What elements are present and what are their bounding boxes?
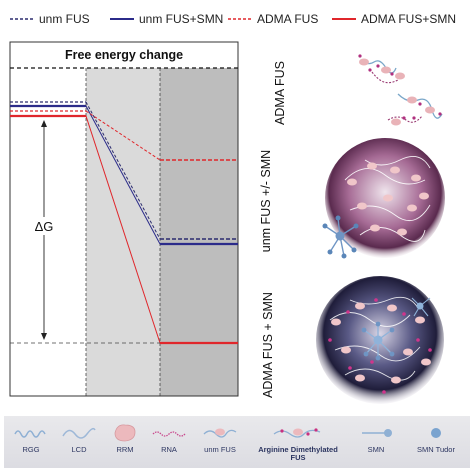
component-legend: RGG LCD RRM RNA unm FUS Arginine Dimethy… <box>4 416 470 468</box>
final-energy-levels <box>10 159 238 345</box>
legend-item-unm-fus: unm FUS <box>10 10 90 28</box>
side-label-adma-fus: ADMA FUS <box>273 61 287 125</box>
component-adma-fus: Arginine Dimethylated FUS <box>250 416 346 468</box>
rna-strand-icon <box>152 431 186 437</box>
component-rgg: RGG <box>6 416 56 468</box>
component-label: RRM <box>116 445 134 454</box>
delta-g-label: ΔG <box>35 219 54 234</box>
component-rrm: RRM <box>100 416 150 468</box>
component-label: SMN Tudor <box>417 445 455 454</box>
solid-red-line-icon <box>332 18 356 20</box>
component-label-line2: FUS <box>290 453 306 462</box>
component-label: RGG <box>22 445 40 454</box>
delta-g-arrow <box>32 120 58 340</box>
adma-fus-icon <box>273 428 321 438</box>
dashed-red-line-icon <box>228 18 252 20</box>
legend-label: unm FUS+SMN <box>139 12 224 26</box>
component-label: SMN <box>367 445 385 454</box>
rrm-blob-icon <box>114 424 136 442</box>
component-label: LCD <box>71 445 87 454</box>
side-label-unm-fus-smn: unm FUS +/- SMN <box>259 149 273 253</box>
transition-lines <box>85 101 161 344</box>
component-rna: RNA <box>144 416 194 468</box>
unm-fus-droplet <box>322 138 445 259</box>
component-smn-tudor: SMN Tudor <box>406 416 466 468</box>
panel-regions <box>9 41 239 397</box>
adma-fus-smn-droplet <box>316 276 444 404</box>
smn-tudor-icon <box>431 428 441 438</box>
component-label: Arginine Dimethylated <box>258 445 338 454</box>
lcd-squiggle-icon <box>62 427 96 439</box>
legend-item-adma-fus-smn: ADMA FUS+SMN <box>332 10 456 28</box>
legend-label: unm FUS <box>39 12 90 26</box>
solid-blue-line-icon <box>110 18 134 20</box>
rgg-coil-icon <box>14 430 46 438</box>
unm-fus-icon <box>203 428 237 438</box>
initial-energy-levels <box>10 101 86 118</box>
component-label: unm FUS <box>204 445 236 454</box>
side-label-adma-fus-plus-smn: ADMA FUS + SMN <box>261 292 275 398</box>
panel-title: Free energy change <box>65 48 183 62</box>
figure-legend: unm FUS unm FUS+SMN ADMA FUS ADMA FUS+SM… <box>0 0 474 40</box>
legend-label: ADMA FUS <box>257 12 319 26</box>
component-label: RNA <box>161 445 177 454</box>
smn-icon <box>362 429 392 437</box>
dashed-blue-line-icon <box>10 18 34 20</box>
legend-label: ADMA FUS+SMN <box>361 12 457 26</box>
dispersed-fus-illustration <box>358 54 443 126</box>
component-lcd: LCD <box>54 416 104 468</box>
component-smn: SMN <box>350 416 402 468</box>
legend-item-unm-fus-smn: unm FUS+SMN <box>110 10 223 28</box>
legend-item-adma-fus: ADMA FUS <box>228 10 318 28</box>
component-unm-fus: unm FUS <box>192 416 248 468</box>
